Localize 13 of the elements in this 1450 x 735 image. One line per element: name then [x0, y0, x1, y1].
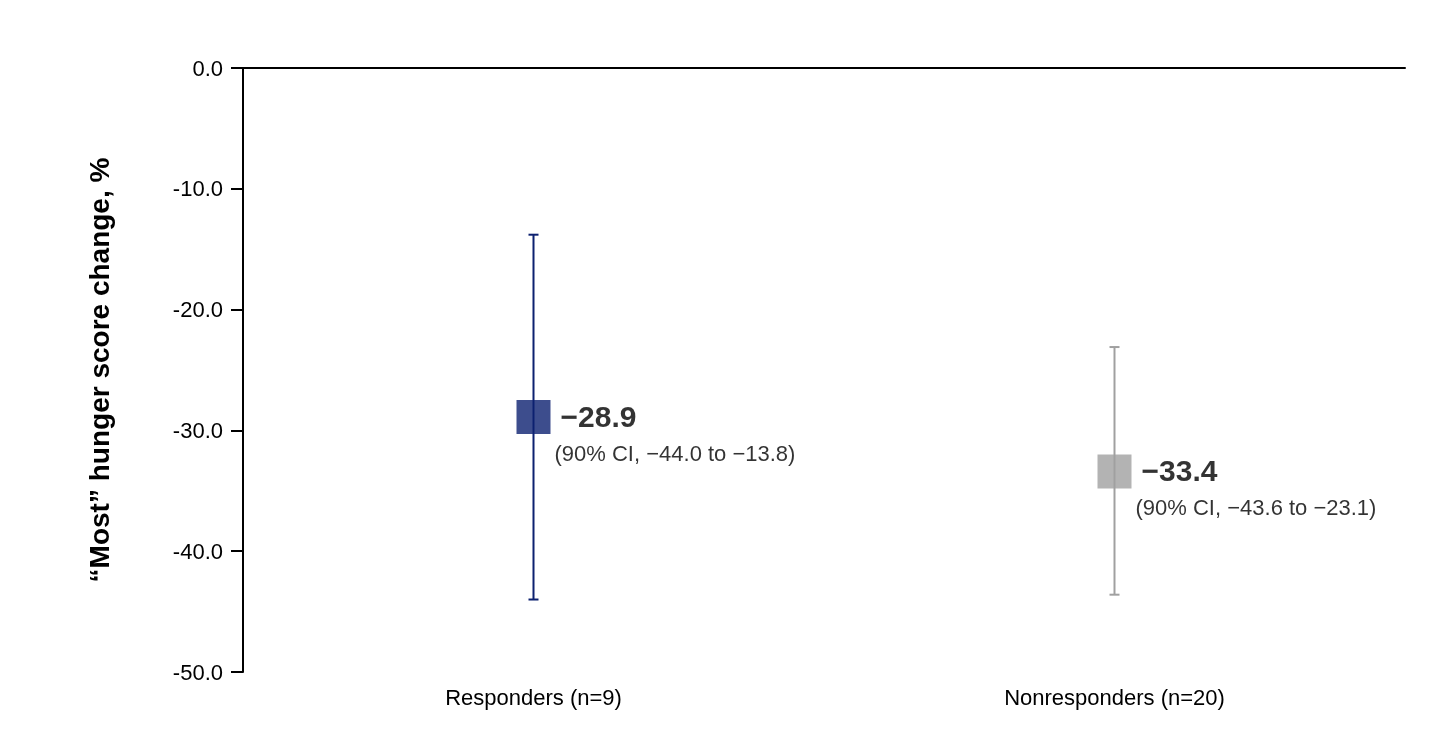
data-label: −33.4: [1141, 453, 1218, 487]
y-tick-label: 0.0: [192, 55, 223, 81]
y-tick-label: -50.0: [172, 659, 223, 685]
y-axis-title: “Most” hunger score change, %: [83, 157, 115, 583]
y-tick-label: -20.0: [172, 297, 223, 323]
annotation: (90% CI, −43.6 to −23.1): [1135, 494, 1377, 520]
annotation: (90% CI, −44.0 to −13.8): [554, 440, 796, 466]
x-tick-label: Responders (n=9): [445, 684, 622, 710]
x-tick-label: Nonresponders (n=20): [1004, 684, 1225, 710]
y-tick-label: -10.0: [172, 176, 223, 202]
y-tick-label: -40.0: [172, 538, 223, 564]
data-label: −28.9: [560, 399, 637, 433]
y-tick-label: -30.0: [172, 417, 223, 443]
